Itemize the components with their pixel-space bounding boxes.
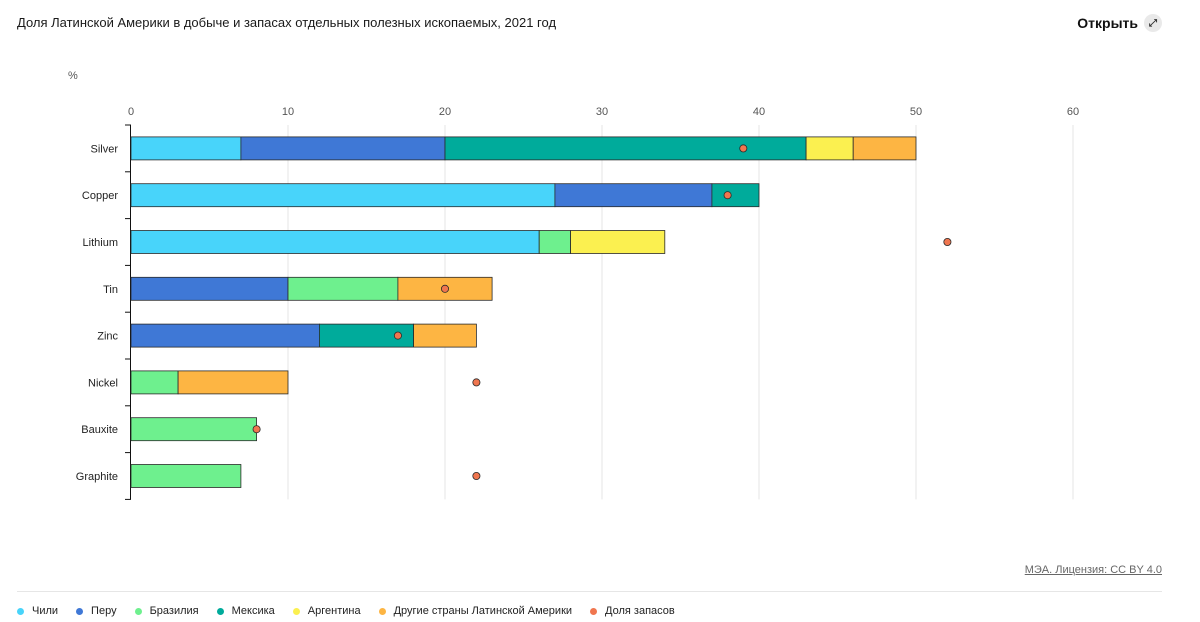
legend: Чили Перу Бразилия Мексика Аргентина Другие с…	[17, 605, 693, 617]
x-tick-label: 50	[910, 106, 922, 118]
reserve-share-marker[interactable]	[252, 425, 261, 434]
bar-segment[interactable]	[130, 136, 242, 161]
x-tick-label: 0	[128, 106, 134, 118]
legend-swatch	[76, 607, 84, 615]
category-label: Copper	[82, 190, 118, 202]
legend-label: Другие страны Латинской Америки	[393, 605, 573, 617]
bar-segment[interactable]	[413, 323, 477, 348]
legend-swatch	[378, 607, 386, 615]
chart-area: % 0 10 20 30 40 50 60 Silver Copper Lithium Tin Zinc…	[68, 70, 1079, 500]
bar-segment[interactable]	[287, 276, 399, 301]
reserve-share-marker[interactable]	[472, 378, 481, 387]
legend-label: Аргентина	[307, 605, 361, 617]
reserve-share-marker[interactable]	[739, 144, 748, 153]
bar-segment[interactable]	[130, 417, 257, 442]
bar-segment[interactable]	[130, 230, 540, 254]
category-label: Silver	[90, 143, 118, 155]
category-label: Lithium	[83, 237, 118, 249]
legend-item[interactable]: Перу	[76, 605, 117, 617]
legend-swatch	[17, 607, 24, 615]
bar-segment[interactable]	[538, 230, 572, 254]
legend-item[interactable]: Бразилия	[134, 605, 199, 617]
bar-segment[interactable]	[805, 136, 854, 161]
chart-title: Доля Латинской Америки в добыче и запаса…	[17, 15, 557, 30]
legend-swatch	[134, 607, 142, 615]
bar-segment[interactable]	[240, 136, 446, 161]
reserve-share-marker[interactable]	[943, 237, 952, 246]
bar-segment[interactable]	[130, 276, 289, 301]
expand-icon: ⤢	[1144, 14, 1162, 32]
x-tick-label: 30	[596, 106, 608, 118]
bar-segment[interactable]	[444, 136, 807, 161]
legend-label: Доля запасов	[605, 605, 675, 617]
divider	[17, 591, 1162, 592]
legend-item[interactable]: Другие страны Латинской Америки	[378, 605, 573, 617]
legend-label: Мексика	[231, 605, 275, 617]
x-tick-label: 20	[439, 106, 451, 118]
legend-label: Перу	[91, 605, 117, 617]
legend-label: Чили	[32, 605, 59, 617]
bar-segment[interactable]	[130, 323, 320, 348]
bar-segment[interactable]	[852, 136, 917, 161]
source-link[interactable]: МЭА. Лицензия: CC BY 4.0	[1024, 564, 1162, 576]
legend-swatch	[292, 607, 300, 615]
bar-segment[interactable]	[570, 230, 666, 254]
legend-label: Бразилия	[149, 605, 199, 617]
bar-segment[interactable]	[130, 370, 179, 395]
x-tick-label: 40	[753, 106, 765, 118]
reserve-share-marker[interactable]	[393, 331, 402, 340]
x-tick-label: 60	[1067, 106, 1079, 118]
x-tick-label: 10	[282, 106, 294, 118]
open-button[interactable]: Открыть ⤢	[1077, 14, 1162, 32]
legend-swatch	[216, 607, 224, 615]
category-label: Zinc	[97, 331, 118, 343]
bar-segment[interactable]	[554, 183, 713, 208]
reserve-share-marker[interactable]	[472, 471, 481, 480]
category-label: Bauxite	[81, 424, 118, 436]
legend-item[interactable]: Доля запасов	[590, 605, 675, 617]
x-axis-unit-label: %	[68, 70, 78, 82]
category-label: Graphite	[76, 471, 118, 483]
bar-segment[interactable]	[130, 464, 242, 488]
legend-swatch	[590, 607, 598, 615]
legend-item[interactable]: Чили	[17, 605, 58, 617]
reserve-share-marker[interactable]	[440, 284, 449, 293]
category-label: Tin	[103, 284, 118, 296]
category-label: Nickel	[88, 377, 118, 389]
bar-segment[interactable]	[130, 183, 556, 208]
open-button-label: Открыть	[1077, 15, 1138, 31]
reserve-share-marker[interactable]	[723, 191, 732, 200]
legend-item[interactable]: Мексика	[216, 605, 275, 617]
bar-segment[interactable]	[177, 370, 289, 395]
legend-item[interactable]: Аргентина	[292, 605, 361, 617]
bar-segment[interactable]	[711, 183, 760, 208]
